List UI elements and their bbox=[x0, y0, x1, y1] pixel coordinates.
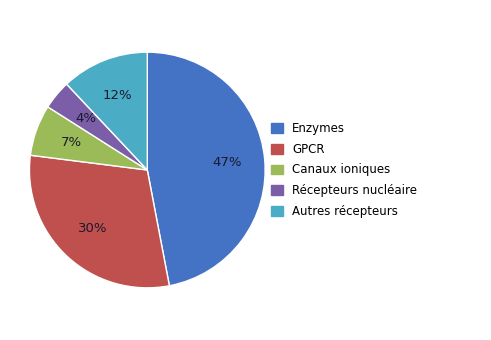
Wedge shape bbox=[30, 107, 147, 170]
Text: 12%: 12% bbox=[103, 89, 133, 102]
Text: 47%: 47% bbox=[212, 156, 242, 169]
Legend: Enzymes, GPCR, Canaux ioniques, Récepteurs nucléaire, Autres récepteurs: Enzymes, GPCR, Canaux ioniques, Récepteu… bbox=[271, 122, 417, 218]
Text: 7%: 7% bbox=[61, 136, 82, 149]
Wedge shape bbox=[147, 52, 265, 286]
Text: 30%: 30% bbox=[78, 222, 107, 235]
Wedge shape bbox=[67, 52, 147, 170]
Text: 4%: 4% bbox=[75, 113, 96, 125]
Wedge shape bbox=[48, 84, 147, 170]
Wedge shape bbox=[29, 155, 169, 288]
